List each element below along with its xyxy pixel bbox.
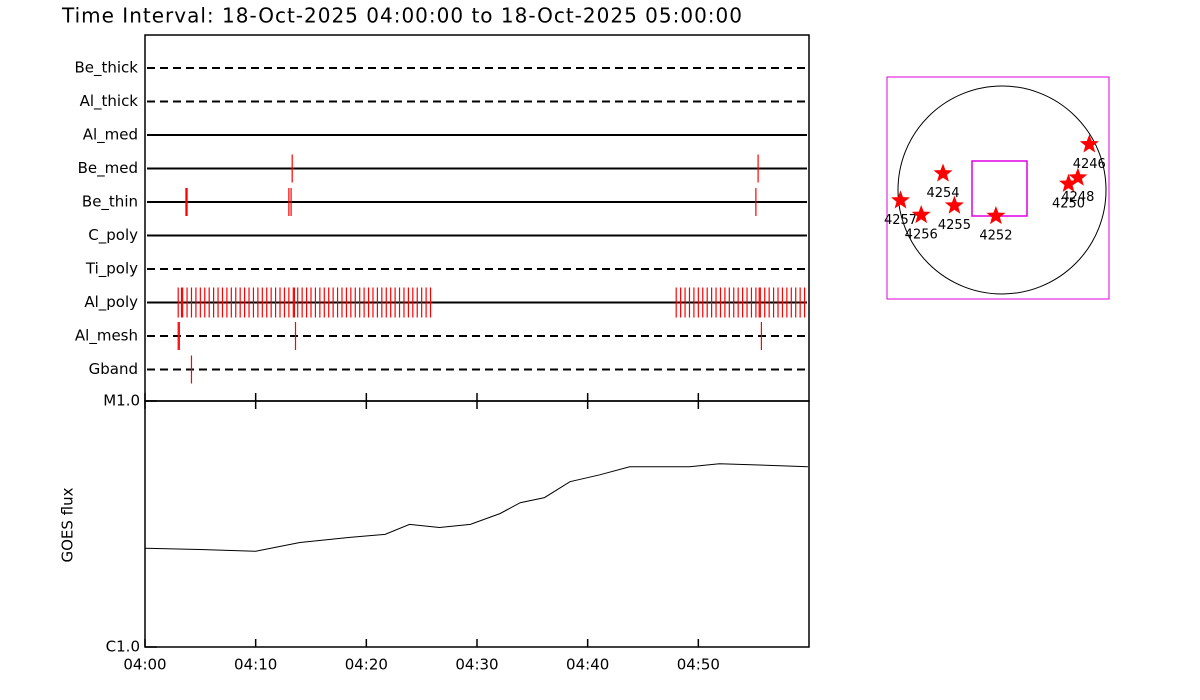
chart-title: Time Interval: 18-Oct-2025 04:00:00 to 1… [61, 4, 743, 28]
y-tick-label: C1.0 [106, 638, 140, 656]
x-tick-label: 04:20 [345, 656, 388, 674]
row-label: Al_poly [84, 293, 138, 312]
region-label: 4255 [938, 218, 971, 233]
row-label: Al_thick [80, 92, 139, 111]
row-label: Be_med [78, 159, 138, 178]
region-star [1079, 134, 1099, 153]
region-label: 4248 [1061, 190, 1094, 205]
region-label: 4246 [1073, 157, 1106, 172]
region-label: 4256 [905, 227, 938, 242]
row-label: Gband [89, 360, 138, 378]
x-tick-label: 04:40 [566, 656, 609, 674]
row-label: Al_med [83, 126, 138, 145]
x-tick-label: 04:10 [234, 656, 277, 674]
region-label: 4252 [979, 229, 1012, 244]
row-label: Be_thick [74, 59, 138, 78]
row-label: Al_mesh [75, 327, 138, 346]
region-star [891, 190, 910, 209]
map-frame [886, 76, 1110, 300]
region-star [1059, 173, 1079, 192]
region-star [986, 206, 1006, 225]
x-tick-label: 04:30 [455, 656, 498, 674]
x-tick-label: 04:00 [123, 656, 166, 674]
region-star [911, 205, 931, 224]
row-label: Be_thin [82, 193, 138, 212]
row-label: C_poly [88, 226, 138, 245]
row-label: Ti_poly [85, 260, 138, 279]
y-tick-label: M1.0 [103, 392, 140, 410]
region-star [944, 195, 964, 214]
goes-line [144, 463, 808, 552]
region-label: 4254 [926, 186, 959, 201]
region-label: 4257 [884, 213, 917, 228]
y-axis-label: GOES flux [59, 487, 77, 562]
region-label: 4250 [1052, 196, 1085, 211]
solar-disk [897, 85, 1107, 295]
region-star [933, 163, 953, 182]
x-tick-label: 04:50 [677, 656, 720, 674]
region-star [1068, 167, 1088, 186]
